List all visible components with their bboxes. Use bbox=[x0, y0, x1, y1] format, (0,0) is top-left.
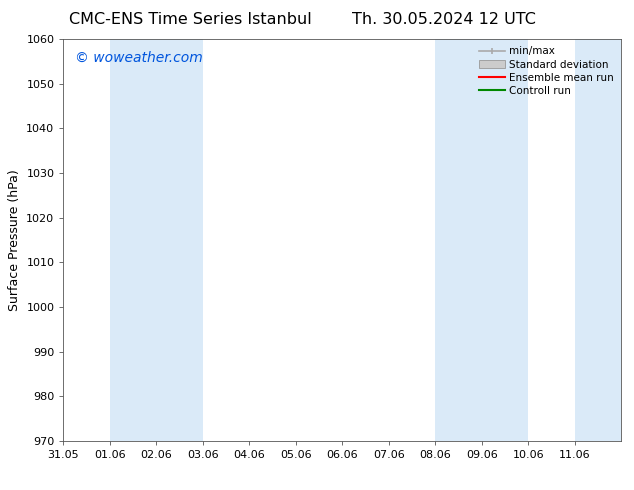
Text: CMC-ENS Time Series Istanbul: CMC-ENS Time Series Istanbul bbox=[69, 12, 311, 27]
Text: © woweather.com: © woweather.com bbox=[75, 51, 202, 65]
Bar bbox=[436, 39, 528, 441]
Bar bbox=[110, 39, 203, 441]
Legend: min/max, Standard deviation, Ensemble mean run, Controll run: min/max, Standard deviation, Ensemble me… bbox=[477, 45, 616, 98]
Bar bbox=[575, 39, 621, 441]
Y-axis label: Surface Pressure (hPa): Surface Pressure (hPa) bbox=[8, 169, 21, 311]
Text: Th. 30.05.2024 12 UTC: Th. 30.05.2024 12 UTC bbox=[352, 12, 536, 27]
